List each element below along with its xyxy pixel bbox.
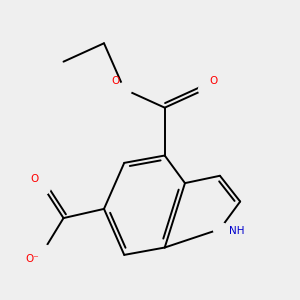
Text: O⁻: O⁻	[25, 254, 39, 264]
Text: O: O	[112, 76, 120, 85]
Text: NH: NH	[229, 226, 244, 236]
Text: O: O	[210, 76, 218, 85]
Text: O: O	[31, 174, 39, 184]
